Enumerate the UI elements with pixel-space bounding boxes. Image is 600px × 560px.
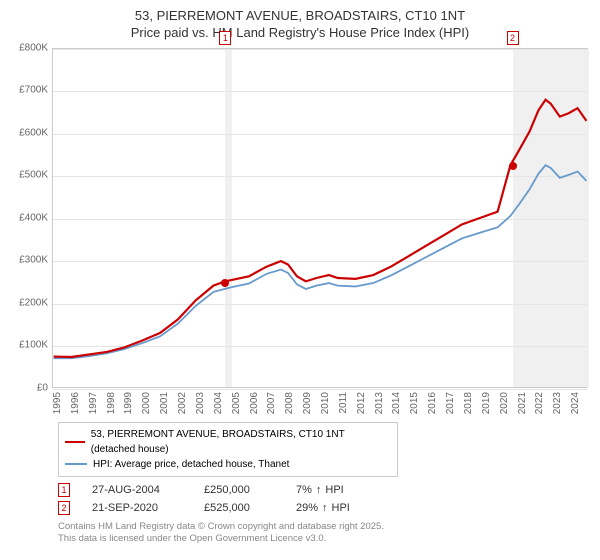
sale-marker-2: 2 bbox=[58, 501, 70, 515]
footer-line-2: This data is licensed under the Open Gov… bbox=[58, 533, 326, 544]
legend-item-property: 53, PIERREMONT AVENUE, BROADSTAIRS, CT10… bbox=[65, 427, 391, 457]
plot-area: 12 bbox=[52, 48, 588, 388]
legend-item-hpi: HPI: Average price, detached house, Than… bbox=[65, 457, 391, 472]
legend-label-2: HPI: Average price, detached house, Than… bbox=[93, 457, 289, 472]
chart-area: £0£100K£200K£300K£400K£500K£600K£700K£80… bbox=[12, 48, 588, 418]
legend-swatch-2 bbox=[65, 463, 87, 465]
up-arrow-icon: ↑ bbox=[322, 502, 328, 514]
sale-pct-2: 29% ↑ HPI bbox=[296, 502, 350, 514]
up-arrow-icon: ↑ bbox=[316, 484, 322, 496]
sale-date-1: 27-AUG-2004 bbox=[92, 484, 182, 496]
sale-row: 2 21-SEP-2020 £525,000 29% ↑ HPI bbox=[58, 501, 588, 515]
sale-price-2: £525,000 bbox=[204, 502, 274, 514]
sale-date-2: 21-SEP-2020 bbox=[92, 502, 182, 514]
title-line-2: Price paid vs. HM Land Registry's House … bbox=[131, 25, 469, 40]
footer-attribution: Contains HM Land Registry data © Crown c… bbox=[58, 521, 588, 546]
legend-label-1: 53, PIERREMONT AVENUE, BROADSTAIRS, CT10… bbox=[91, 427, 391, 457]
chart-title: 53, PIERREMONT AVENUE, BROADSTAIRS, CT10… bbox=[12, 8, 588, 42]
title-line-1: 53, PIERREMONT AVENUE, BROADSTAIRS, CT10… bbox=[135, 8, 465, 23]
y-axis: £0£100K£200K£300K£400K£500K£600K£700K£80… bbox=[12, 48, 52, 388]
x-axis: 1995199619971998199920002001200220032004… bbox=[52, 388, 588, 418]
legend-swatch-1 bbox=[65, 441, 85, 443]
footer-line-1: Contains HM Land Registry data © Crown c… bbox=[58, 521, 384, 532]
sale-price-1: £250,000 bbox=[204, 484, 274, 496]
sales-list: 1 27-AUG-2004 £250,000 7% ↑ HPI 2 21-SEP… bbox=[58, 483, 588, 515]
sale-row: 1 27-AUG-2004 £250,000 7% ↑ HPI bbox=[58, 483, 588, 497]
chart-lines bbox=[53, 49, 587, 387]
sale-pct-1: 7% ↑ HPI bbox=[296, 484, 344, 496]
legend: 53, PIERREMONT AVENUE, BROADSTAIRS, CT10… bbox=[58, 422, 398, 477]
sale-marker-1: 1 bbox=[58, 483, 70, 497]
